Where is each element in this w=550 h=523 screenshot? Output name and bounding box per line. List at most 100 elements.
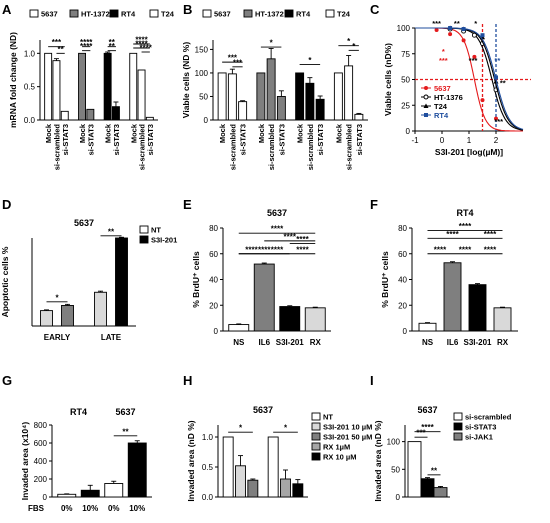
group-label: 5637 (115, 407, 135, 417)
bar (267, 436, 279, 498)
significance-label: ** (500, 79, 506, 88)
y-tick-label: 0.5 (202, 463, 214, 472)
significance-label: **** (459, 222, 472, 231)
x-tick-label: si-STAT3 (277, 124, 286, 155)
y-tick-label: 75 (401, 50, 410, 59)
y-tick-label: 0 (396, 493, 401, 502)
legend-label: HT-1372 (255, 10, 284, 19)
y-tick-label: 40 (209, 276, 218, 285)
bar (228, 324, 250, 332)
x-tick-label: IL6 (258, 338, 270, 347)
bar (238, 101, 248, 121)
legend-label: T24 (337, 10, 351, 19)
legend-swatch (453, 412, 463, 421)
bar (279, 306, 301, 332)
y-tick-label: 100 (397, 24, 411, 33)
data-point (480, 98, 485, 103)
y-tick-label: 50 (391, 465, 400, 474)
legend-swatch (109, 9, 119, 18)
legend-label: S3I-201 50 µM (323, 433, 372, 442)
x-prefix-label: FBS (28, 504, 45, 513)
legend-label: T24 (161, 10, 175, 19)
data-point (448, 26, 453, 30)
x-tick-label: 0% (108, 504, 120, 513)
x-tick-label: Mock (257, 123, 266, 143)
legend-swatch (311, 442, 321, 451)
significance-label: ** (109, 42, 116, 51)
significance-label: **** (484, 230, 497, 239)
significance-label: **** (80, 38, 93, 47)
x-tick-label: -1 (411, 136, 419, 145)
significance-label: *** (494, 117, 503, 126)
y-tick-label: 0 (406, 127, 411, 136)
series-line (415, 27, 524, 130)
significance-label: **** (271, 225, 284, 234)
legend-swatch (284, 9, 294, 18)
data-point (461, 38, 466, 43)
x-tick-label: 10% (82, 504, 98, 513)
bar (145, 116, 154, 121)
bar (40, 310, 53, 327)
legend-swatch (243, 9, 253, 18)
bar (266, 58, 276, 121)
bar (104, 483, 124, 498)
y-tick-label: 1.0 (202, 433, 214, 442)
panel-d: Apoptotic cells % ***EARLY LATE5637NTS3I-2… (0, 218, 177, 342)
legend-label: 5637 (41, 10, 58, 19)
significance-label: **** (459, 245, 472, 254)
x-tick-label: RX (497, 338, 509, 347)
bar (94, 291, 107, 327)
panel-title: 5637 (267, 208, 287, 218)
significance-label: * (474, 19, 477, 28)
significance-label: ** (122, 427, 129, 436)
x-tick-label: si-STAT3 (355, 124, 364, 155)
bar (354, 113, 364, 121)
legend-swatch (311, 422, 321, 431)
significance-label: *** (416, 429, 426, 438)
legend-swatch (453, 432, 463, 441)
legend-swatch (202, 9, 212, 18)
y-tick-label: 150 (195, 45, 209, 54)
legend-label: RT4 (296, 10, 311, 19)
bar (222, 436, 234, 498)
y-tick-label: 100 (387, 438, 401, 447)
bar (443, 262, 462, 332)
bar (61, 305, 74, 327)
panel-title: RT4 (456, 208, 473, 218)
bar (60, 110, 69, 121)
bar (295, 72, 305, 121)
x-tick-label: Mock (78, 123, 87, 143)
legend-label: S3I-201 (151, 236, 177, 245)
x-tick-label: si-scrambled (52, 124, 61, 171)
x-tick-label: si-scrambled (267, 124, 276, 171)
x-tick-label: si-STAT3 (239, 124, 248, 155)
legend-label: 5637 (434, 84, 451, 93)
panel-letter: B (183, 2, 192, 17)
bar (292, 483, 304, 498)
bar (304, 307, 326, 332)
significance-label: **** (284, 232, 297, 241)
y-tick-label: 40 (398, 276, 407, 285)
y-tick-label: 0 (204, 116, 209, 125)
y-tick-label: 0.0 (24, 116, 36, 125)
legend-marker (424, 113, 428, 117)
significance-label: ** (109, 38, 116, 47)
legend-marker (424, 86, 428, 90)
y-tick-label: 0.5 (24, 83, 36, 92)
significance-label: **** (80, 42, 93, 51)
bar (80, 489, 100, 498)
bar (407, 441, 422, 498)
legend-label: T24 (434, 102, 448, 111)
data-point (434, 28, 439, 33)
y-tick-label: 20 (398, 301, 407, 310)
x-tick-label: si-STAT3 (61, 124, 70, 155)
significance-label: * (347, 37, 351, 46)
x-tick-label: Mock (218, 123, 227, 143)
bar (344, 65, 354, 121)
x-tick-label: Mock (334, 123, 343, 143)
y-tick-label: 50 (199, 92, 208, 101)
x-tick-label: si-STAT3 (146, 124, 155, 155)
